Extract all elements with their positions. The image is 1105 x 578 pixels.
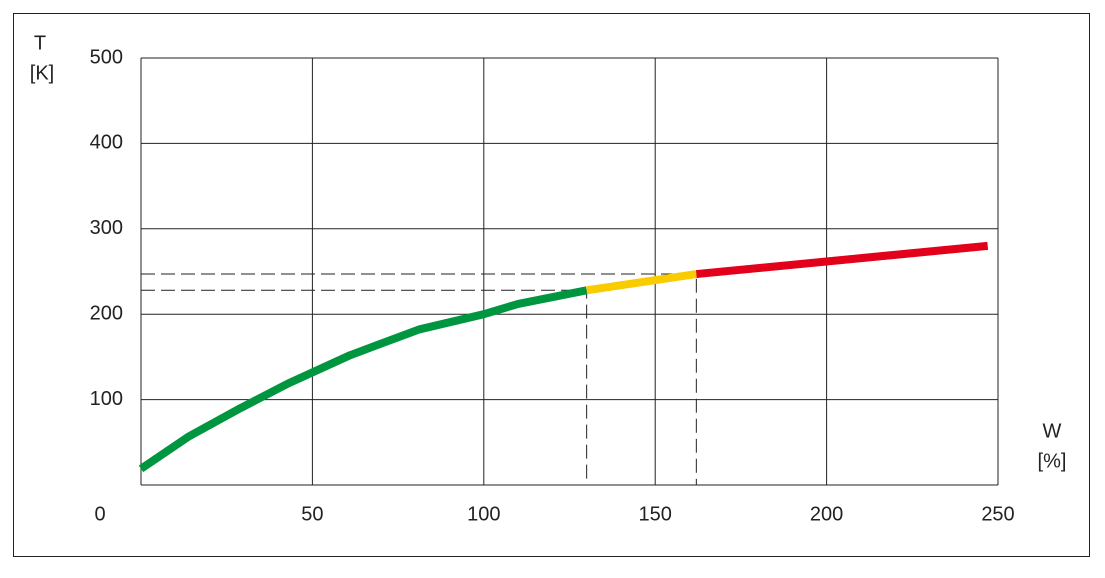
data-line <box>138 286 588 473</box>
x-tick-label: 0 <box>94 503 105 525</box>
y-tick-label: 400 <box>90 132 123 154</box>
y-axis-label: T <box>34 32 46 54</box>
y-axis-unit: [K] <box>30 62 54 84</box>
data-line <box>586 270 697 295</box>
x-tick-label: 200 <box>810 503 843 525</box>
reference-line <box>141 289 588 485</box>
x-axis-label: W <box>1043 420 1062 442</box>
y-tick-label: 500 <box>90 46 123 68</box>
x-tick-label: 100 <box>467 503 500 525</box>
y-tick-label: 300 <box>90 217 123 239</box>
x-axis-unit: [%] <box>1038 450 1067 472</box>
data-line <box>695 241 989 279</box>
reference-line <box>141 273 697 485</box>
y-tick-label: 200 <box>90 302 123 324</box>
x-tick-label: 150 <box>639 503 672 525</box>
x-tick-label: 50 <box>301 503 323 525</box>
frame <box>13 13 1090 557</box>
y-tick-label: 100 <box>90 388 123 410</box>
x-tick-label: 250 <box>981 503 1014 525</box>
